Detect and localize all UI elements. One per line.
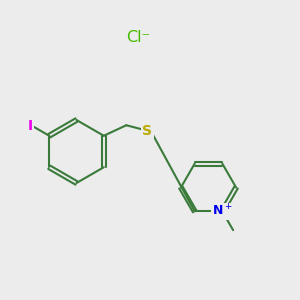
Text: Cl⁻: Cl⁻ xyxy=(126,30,150,45)
Text: S: S xyxy=(142,124,152,138)
Text: I: I xyxy=(28,119,33,133)
Text: N$^+$: N$^+$ xyxy=(212,204,232,219)
